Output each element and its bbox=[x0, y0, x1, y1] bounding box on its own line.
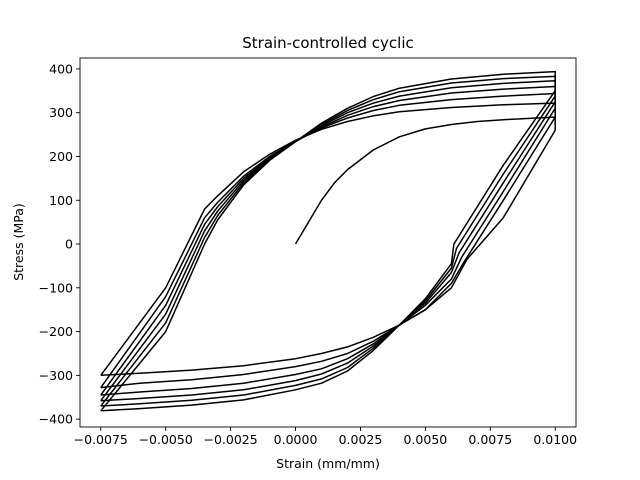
y-tick-label: 200 bbox=[49, 149, 73, 164]
x-axis-label: Strain (mm/mm) bbox=[276, 456, 380, 471]
x-tick-label: 0.0100 bbox=[533, 432, 577, 447]
x-axis: −0.0075 −0.0050 −0.0025 0.0000 0.0025 0.0050 0… bbox=[74, 427, 577, 447]
x-tick-label: 0.0050 bbox=[404, 432, 448, 447]
y-tick-label: −200 bbox=[39, 324, 73, 339]
series-line-2 bbox=[100, 102, 556, 389]
y-tick-label: −300 bbox=[39, 368, 73, 383]
y-tick-label: −400 bbox=[39, 412, 73, 427]
series-layer bbox=[100, 70, 556, 412]
x-tick-label: −0.0075 bbox=[74, 432, 128, 447]
x-tick-label: 0.0000 bbox=[274, 432, 318, 447]
x-tick-label: 0.0025 bbox=[339, 432, 383, 447]
y-tick-label: 400 bbox=[49, 61, 73, 76]
y-tick-label: 100 bbox=[49, 193, 73, 208]
y-tick-label: 0 bbox=[65, 237, 73, 252]
x-tick-label: −0.0025 bbox=[204, 432, 258, 447]
series-line-1 bbox=[100, 116, 556, 377]
series-line-4 bbox=[100, 85, 556, 402]
y-axis: −400 −300 −200 −100 0 100 200 300 400 bbox=[39, 61, 80, 427]
series-line-6 bbox=[100, 75, 556, 412]
x-tick-label: 0.0075 bbox=[468, 432, 512, 447]
y-axis-label: Stress (MPa) bbox=[11, 203, 26, 281]
y-tick-label: 300 bbox=[49, 105, 73, 120]
plot-frame bbox=[79, 57, 577, 428]
series-line-5 bbox=[100, 80, 556, 407]
series-line-3 bbox=[100, 92, 556, 396]
series-line-7 bbox=[100, 70, 556, 412]
y-tick-label: −100 bbox=[39, 280, 73, 295]
x-tick-label: −0.0050 bbox=[139, 432, 193, 447]
chart-title: Strain-controlled cyclic bbox=[242, 34, 413, 52]
